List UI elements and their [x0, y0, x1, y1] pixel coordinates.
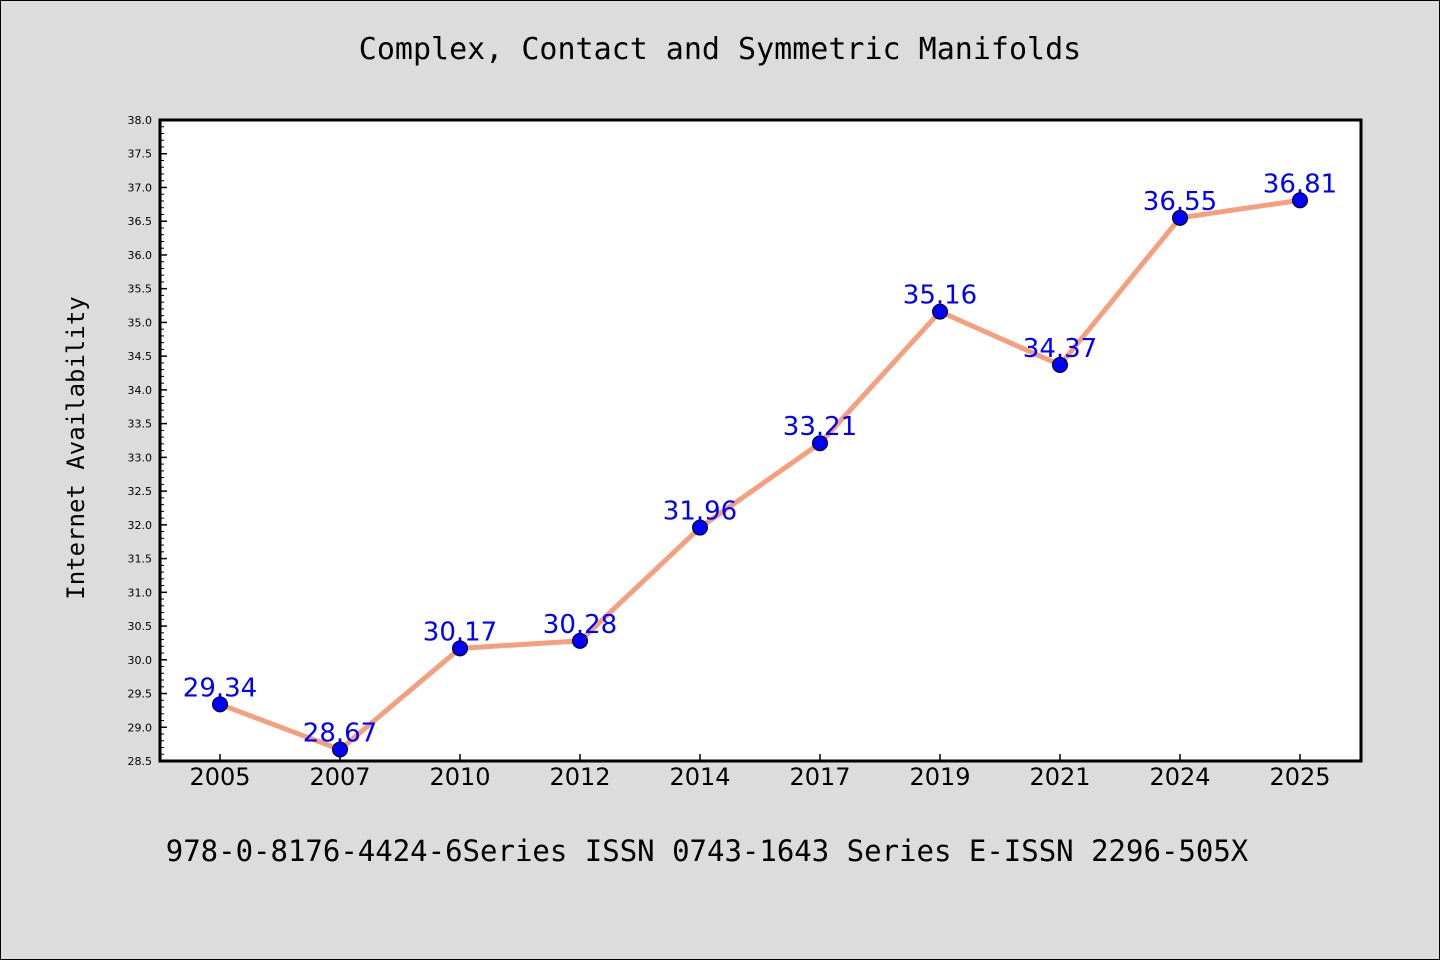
x-tick-label: 2007	[309, 763, 370, 791]
y-tick-label: 30.5	[128, 620, 153, 633]
x-tick-label: 2025	[1269, 763, 1330, 791]
y-tick-label: 38.0	[128, 114, 153, 127]
y-tick-label: 31.0	[128, 586, 153, 599]
y-tick-label: 36.0	[128, 249, 153, 262]
y-tick-label: 31.5	[128, 553, 153, 566]
y-tick-label: 33.0	[128, 451, 153, 464]
series-line	[217, 197, 1303, 753]
y-tick-label: 37.0	[128, 181, 153, 194]
y-tick-label: 34.5	[128, 350, 153, 363]
data-point	[1172, 209, 1188, 226]
data-point	[932, 303, 948, 320]
data-label: 28.67	[303, 719, 377, 749]
plot-border	[158, 118, 1363, 763]
x-tick-label: 2024	[1149, 763, 1210, 791]
x-tick-label: 2005	[189, 763, 250, 791]
x-tick-label: 2014	[669, 763, 730, 791]
x-tick-label: 2010	[429, 763, 490, 791]
data-label: 33.21	[783, 412, 857, 442]
data-point	[1292, 192, 1308, 209]
data-markers	[212, 192, 1308, 758]
data-label: 36.55	[1143, 187, 1217, 217]
y-tick-label: 32.0	[128, 519, 153, 532]
y-tick-label: 29.5	[128, 688, 153, 701]
x-tick-label: 2021	[1029, 763, 1090, 791]
data-label: 31.96	[663, 497, 737, 527]
y-tick-label: 29.0	[128, 721, 153, 734]
data-point	[1052, 356, 1068, 373]
data-label: 36.81	[1263, 169, 1337, 199]
x-tick-label: 2019	[909, 763, 970, 791]
x-tick-label: 2017	[789, 763, 850, 791]
data-labels: 29.34 28.67 30.17 30.28 31.96 33.21 35.16 34.37…	[183, 169, 1337, 748]
y-tick-label: 33.5	[128, 418, 153, 431]
y-tick-label: 35.0	[128, 316, 153, 329]
y-tick-label: 35.5	[128, 283, 153, 296]
data-point	[452, 640, 468, 657]
data-label: 29.34	[183, 673, 257, 703]
y-tick-label: 36.5	[128, 215, 153, 228]
data-label: 35.16	[903, 281, 977, 311]
data-label: 34.37	[1023, 334, 1097, 364]
plot-area	[160, 120, 1361, 761]
x-tick-label: 2012	[549, 763, 610, 791]
y-tick-label: 28.5	[128, 755, 153, 768]
data-point	[332, 741, 348, 758]
data-label: 30.17	[423, 617, 497, 647]
chart-title: Complex, Contact and Symmetric Manifolds	[358, 32, 1082, 67]
footer-isbn-text: 978-0-8176-4424-6Series ISSN 0743-1643 S…	[165, 834, 1249, 868]
y-tick-label: 30.0	[128, 654, 153, 667]
data-point	[692, 519, 708, 536]
data-label: 30.28	[543, 610, 617, 640]
data-point	[812, 435, 828, 452]
x-axis: 2005 2007 2010 2012 2014 2017 2019 2021 2024 2025	[189, 754, 1331, 791]
data-point	[572, 632, 588, 649]
y-tick-label: 34.0	[128, 384, 153, 397]
y-tick-label: 37.5	[128, 148, 153, 161]
y-tick-label: 32.5	[128, 485, 153, 498]
data-point	[212, 696, 228, 713]
y-axis: 28.5 29.0 29.5 30.0 30.5 31.0 31.5 32.0 32.5 33.0…	[128, 114, 167, 768]
